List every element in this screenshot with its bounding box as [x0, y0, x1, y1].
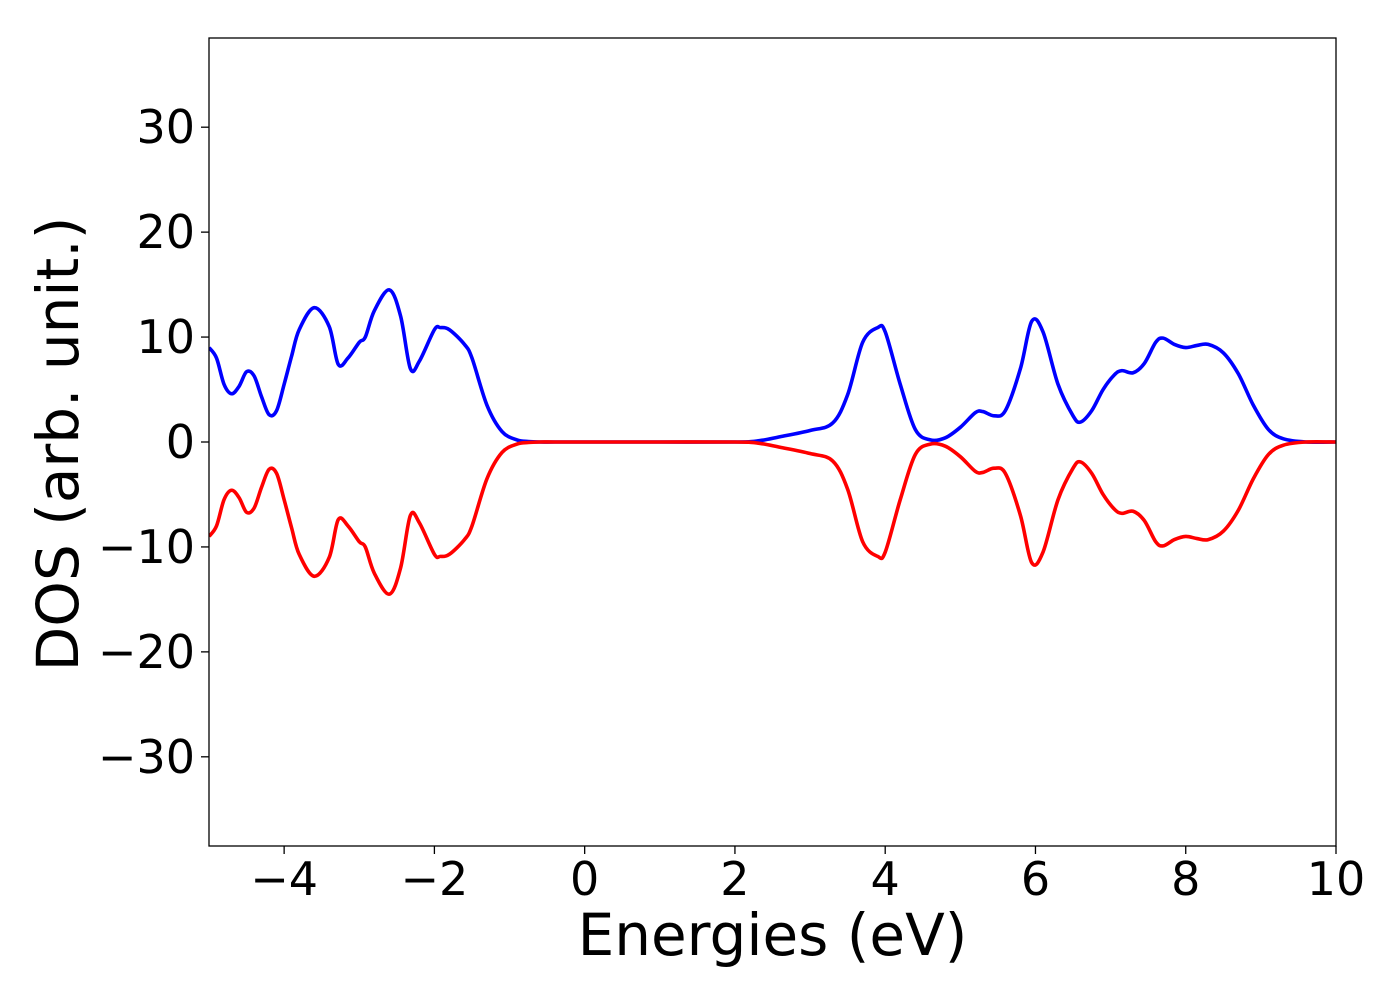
x-tick-label: 2	[720, 852, 749, 906]
x-tick-label: 8	[1171, 852, 1200, 906]
x-tick-label: 6	[1021, 852, 1050, 906]
series-line-blue	[209, 288, 1336, 445]
y-axis: −30 −20 −10 0 10 20 30	[98, 100, 209, 784]
y-tick-label: −20	[98, 625, 195, 679]
y-tick-label: −10	[98, 520, 195, 574]
y-axis-title: DOS (arb. unit.)	[24, 217, 92, 672]
series-line-red	[209, 439, 1336, 596]
x-axis: −4 −2 0 2 4 6 8 10	[250, 846, 1365, 906]
y-tick-label: −30	[98, 730, 195, 784]
y-tick-label: 10	[136, 310, 195, 364]
y-tick-label: 30	[136, 100, 195, 154]
x-tick-label: 0	[570, 852, 599, 906]
x-tick-label: −4	[250, 852, 318, 906]
y-tick-label: 20	[136, 205, 195, 259]
y-tick-label: 0	[166, 415, 195, 469]
x-tick-label: 4	[871, 852, 900, 906]
x-axis-title: Energies (eV)	[578, 901, 968, 969]
series-layer	[209, 288, 1336, 596]
x-tick-label: 10	[1307, 852, 1366, 906]
x-tick-label: −2	[400, 852, 468, 906]
